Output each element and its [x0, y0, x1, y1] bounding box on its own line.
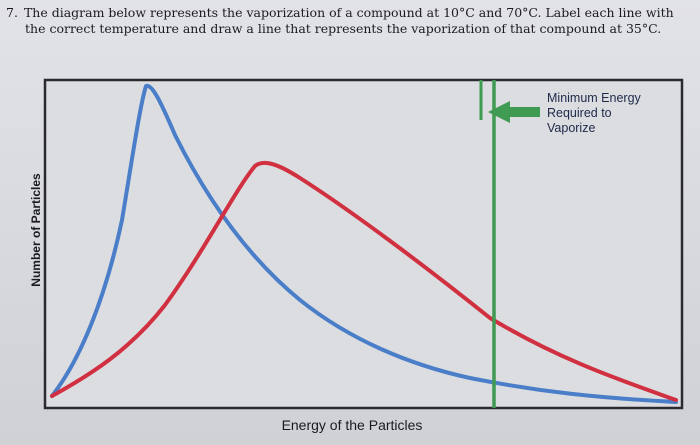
x-axis-label: Energy of the Particles [282, 417, 423, 433]
question-line-1: The diagram below represents the vaporiz… [23, 5, 674, 20]
question-line-2: the correct temperature and draw a line … [25, 21, 662, 36]
blue-distribution-curve [50, 83, 678, 404]
threshold-label-line-2: Required to [547, 106, 612, 120]
y-axis-label: Number of Particles [29, 173, 43, 287]
red-distribution-curve [50, 160, 678, 402]
threshold-label: Minimum Energy Required to Vaporize [547, 91, 644, 135]
question-number: 7. [6, 5, 18, 20]
question-text: 7. The diagram below represents the vapor… [6, 5, 696, 37]
threshold-arrow-icon [488, 101, 540, 123]
plot-frame [43, 78, 684, 410]
threshold-label-line-3: Vaporize [547, 121, 595, 135]
threshold-label-line-1: Minimum Energy [547, 91, 642, 105]
